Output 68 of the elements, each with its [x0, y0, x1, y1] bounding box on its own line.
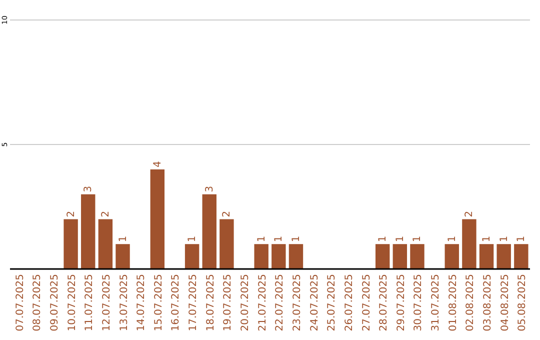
bar	[514, 244, 528, 269]
x-tick-label: 21.07.2025	[257, 274, 268, 332]
x-tick-label: 31.07.2025	[430, 274, 442, 332]
bar	[150, 169, 165, 269]
data-label: 1	[446, 236, 458, 242]
data-label: 1	[378, 236, 389, 242]
bar	[81, 194, 96, 269]
bar	[496, 244, 511, 269]
data-label: 2	[464, 210, 476, 218]
data-label: 2	[66, 210, 77, 218]
x-tick-label: 17.07.2025	[188, 274, 200, 332]
bar	[479, 244, 494, 269]
data-label: 1	[482, 236, 493, 242]
x-tick-label: 10.07.2025	[66, 274, 78, 332]
x-tick-label: 11.07.2025	[84, 274, 96, 332]
data-label: 2	[222, 210, 233, 218]
bar	[272, 244, 286, 269]
x-tick-label: 28.07.2025	[378, 274, 390, 332]
x-tick-label: 25.07.2025	[326, 274, 338, 332]
x-tick-label: 24.07.2025	[309, 274, 320, 332]
bar	[202, 194, 216, 269]
x-tick-label: 05.08.2025	[517, 274, 528, 332]
x-tick-label: 22.07.2025	[274, 274, 286, 332]
bar	[220, 219, 234, 269]
bar	[392, 244, 408, 269]
x-tick-label: 26.07.2025	[344, 274, 355, 332]
x-tick-label: 18.07.2025	[205, 274, 216, 332]
x-tick-label: 13.07.2025	[118, 274, 130, 332]
bar	[116, 244, 130, 269]
data-label: 1	[274, 236, 285, 242]
bar	[254, 244, 268, 269]
data-label: 1	[516, 236, 528, 242]
data-label: 1	[498, 236, 510, 242]
data-label: 1	[256, 236, 268, 242]
x-tick-label: 27.07.2025	[361, 274, 372, 332]
bar	[288, 244, 304, 269]
x-tick-label: 30.07.2025	[413, 274, 424, 332]
x-tick-label: 23.07.2025	[292, 274, 303, 332]
data-label: 3	[83, 186, 94, 192]
bar	[375, 244, 390, 269]
x-tick-label: 03.08.2025	[482, 274, 494, 332]
x-tick-label: 14.07.2025	[136, 274, 148, 332]
data-label: 4	[152, 161, 164, 168]
data-label: 3	[204, 186, 216, 192]
x-tick-label: 12.07.2025	[101, 274, 112, 332]
x-tick-label: 04.08.2025	[500, 274, 511, 332]
bar	[98, 219, 113, 269]
x-tick-label: 07.07.2025	[14, 274, 26, 332]
bar	[444, 244, 459, 269]
x-tick-label: 15.07.2025	[153, 274, 164, 332]
bar	[184, 244, 200, 269]
x-tick-label: 01.08.2025	[448, 274, 459, 332]
data-label: 1	[187, 236, 198, 242]
data-label: 1	[394, 236, 406, 242]
x-tick-label: 09.07.2025	[49, 274, 60, 332]
bar	[462, 219, 476, 269]
x-tick-label: 02.08.2025	[465, 274, 476, 332]
x-tick-label: 08.07.2025	[32, 274, 44, 332]
x-tick-label: 16.07.2025	[170, 274, 182, 332]
bar	[410, 244, 424, 269]
bar	[64, 219, 78, 269]
data-label: 2	[100, 210, 112, 218]
data-label: 1	[412, 236, 424, 242]
x-tick-label: 19.07.2025	[222, 274, 234, 332]
x-tick-label: 20.07.2025	[240, 274, 252, 332]
data-label: 1	[118, 236, 129, 242]
data-label: 1	[290, 236, 302, 242]
x-tick-label: 29.07.2025	[396, 274, 407, 332]
